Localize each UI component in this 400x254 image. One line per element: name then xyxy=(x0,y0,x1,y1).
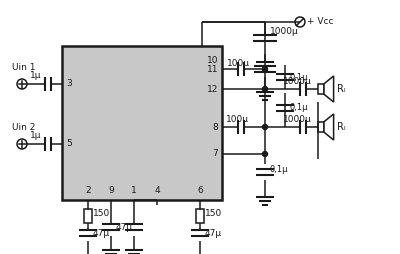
Text: 0,1μ: 0,1μ xyxy=(289,72,308,82)
Text: 1: 1 xyxy=(131,186,137,195)
Text: 4: 4 xyxy=(154,186,160,195)
Bar xyxy=(318,84,324,94)
Text: 100μ: 100μ xyxy=(226,115,249,124)
Bar xyxy=(62,46,222,200)
Bar xyxy=(318,122,324,132)
Text: 6: 6 xyxy=(197,186,203,195)
Text: 7: 7 xyxy=(212,150,218,158)
Text: 1μ: 1μ xyxy=(30,131,42,140)
Polygon shape xyxy=(324,76,334,102)
Text: + Vcc: + Vcc xyxy=(307,18,334,26)
Text: 47μ: 47μ xyxy=(205,229,222,237)
Text: 1μ: 1μ xyxy=(30,71,42,80)
Text: 10: 10 xyxy=(206,56,218,65)
Text: Rₗ: Rₗ xyxy=(337,122,346,132)
Text: 1000μ: 1000μ xyxy=(283,77,312,86)
Bar xyxy=(196,209,204,223)
Text: 1000μ: 1000μ xyxy=(283,115,312,124)
Bar xyxy=(84,209,92,223)
Text: Uin 1: Uin 1 xyxy=(12,63,36,72)
Circle shape xyxy=(262,124,268,130)
Text: Rₗ: Rₗ xyxy=(337,84,346,94)
Text: 8: 8 xyxy=(212,122,218,132)
Text: 47μ: 47μ xyxy=(93,229,110,237)
Text: 3: 3 xyxy=(66,80,72,88)
Text: 1000μ: 1000μ xyxy=(270,27,299,36)
Text: Uin 2: Uin 2 xyxy=(12,123,35,132)
Text: 11: 11 xyxy=(206,65,218,73)
Circle shape xyxy=(262,67,268,71)
Text: 0,1μ: 0,1μ xyxy=(289,103,308,113)
Text: 150: 150 xyxy=(205,210,222,218)
Text: 100μ: 100μ xyxy=(227,59,250,68)
Text: 9: 9 xyxy=(108,186,114,195)
Text: 0,1μ: 0,1μ xyxy=(269,166,288,174)
Circle shape xyxy=(262,151,268,156)
Text: 150: 150 xyxy=(93,210,110,218)
Circle shape xyxy=(262,87,268,91)
Text: 12: 12 xyxy=(207,85,218,93)
Text: 5: 5 xyxy=(66,139,72,149)
Polygon shape xyxy=(324,114,334,140)
Text: 2: 2 xyxy=(85,186,91,195)
Text: 47μ: 47μ xyxy=(116,223,133,231)
